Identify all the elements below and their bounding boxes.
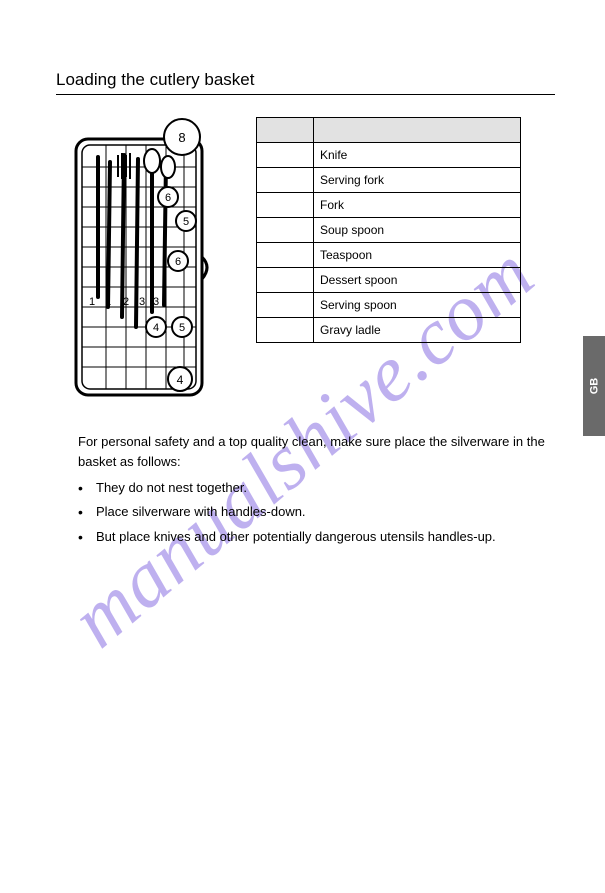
diagram-label-1a: 1 bbox=[89, 296, 95, 308]
table-body: Knife Serving fork Fork Soup spoon Teasp… bbox=[257, 143, 521, 343]
diagram-label-4b: 4 bbox=[177, 373, 184, 387]
table-row: Serving fork bbox=[257, 168, 521, 193]
table-header-name bbox=[314, 118, 521, 143]
table-row: Soup spoon bbox=[257, 218, 521, 243]
content-row: 8 6 5 6 1 1 2 3 3 4 5 bbox=[56, 117, 555, 412]
table-header-num bbox=[257, 118, 314, 143]
cell-name: Serving fork bbox=[314, 168, 521, 193]
table-row: Gravy ladle bbox=[257, 318, 521, 343]
table-row: Fork bbox=[257, 193, 521, 218]
table-row: Serving spoon bbox=[257, 293, 521, 318]
cell-name: Knife bbox=[314, 143, 521, 168]
basket-svg: 8 6 5 6 1 1 2 3 3 4 5 bbox=[56, 117, 226, 407]
diagram-label-3b: 3 bbox=[153, 296, 159, 308]
diagram-label-5a: 5 bbox=[183, 216, 189, 228]
basket-diagram: 8 6 5 6 1 1 2 3 3 4 5 bbox=[56, 117, 226, 412]
diagram-label-1b: 1 bbox=[105, 296, 111, 308]
table-row: Teaspoon bbox=[257, 243, 521, 268]
legend-table: Knife Serving fork Fork Soup spoon Teasp… bbox=[256, 117, 521, 343]
intro-paragraph: For personal safety and a top quality cl… bbox=[56, 432, 555, 472]
cell-num bbox=[257, 143, 314, 168]
diagram-label-6a: 6 bbox=[165, 192, 171, 204]
cell-num bbox=[257, 243, 314, 268]
cell-name: Serving spoon bbox=[314, 293, 521, 318]
cell-num bbox=[257, 168, 314, 193]
cell-name: Teaspoon bbox=[314, 243, 521, 268]
page-content: Loading the cutlery basket bbox=[0, 0, 605, 547]
cell-num bbox=[257, 193, 314, 218]
bullet-list: They do not nest together. Place silverw… bbox=[56, 478, 555, 546]
cell-name: Soup spoon bbox=[314, 218, 521, 243]
cell-num bbox=[257, 318, 314, 343]
diagram-label-3a: 3 bbox=[139, 296, 145, 308]
cell-name: Fork bbox=[314, 193, 521, 218]
cell-name: Dessert spoon bbox=[314, 268, 521, 293]
list-item: They do not nest together. bbox=[78, 478, 555, 498]
cell-num bbox=[257, 268, 314, 293]
diagram-label-2: 2 bbox=[123, 296, 129, 308]
list-item: But place knives and other potentially d… bbox=[78, 527, 555, 547]
cell-name: Gravy ladle bbox=[314, 318, 521, 343]
cell-num bbox=[257, 218, 314, 243]
diagram-label-8: 8 bbox=[178, 130, 185, 145]
list-item: Place silverware with handles-down. bbox=[78, 502, 555, 522]
section-title: Loading the cutlery basket bbox=[56, 70, 555, 95]
body-text: For personal safety and a top quality cl… bbox=[56, 432, 555, 547]
diagram-label-4a: 4 bbox=[153, 322, 159, 334]
cell-num bbox=[257, 293, 314, 318]
table-row: Knife bbox=[257, 143, 521, 168]
diagram-label-6b: 6 bbox=[175, 256, 181, 268]
table-header-row bbox=[257, 118, 521, 143]
table-row: Dessert spoon bbox=[257, 268, 521, 293]
diagram-label-5b: 5 bbox=[179, 322, 185, 334]
